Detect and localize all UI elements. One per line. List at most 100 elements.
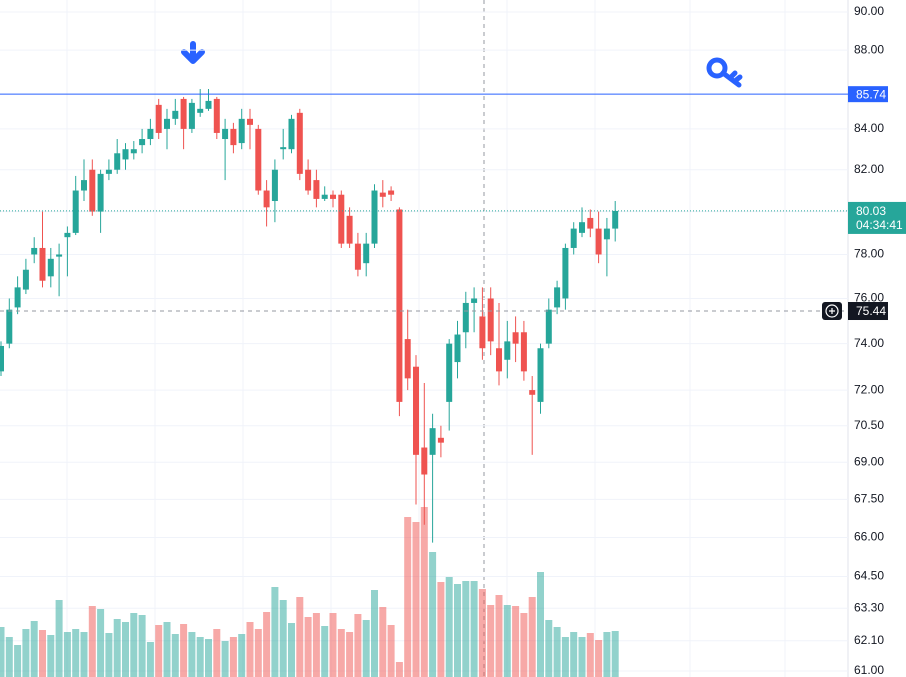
volume-bar <box>246 622 254 677</box>
candle-body <box>155 104 162 133</box>
candle-body <box>22 269 29 290</box>
candle-body <box>56 254 63 257</box>
volume-bar <box>586 633 594 677</box>
volume-bar <box>279 600 287 677</box>
candle-body <box>379 192 386 197</box>
crosshair-label: 75.44 <box>856 304 886 318</box>
volume-bar <box>0 627 5 677</box>
volume-bar <box>512 606 520 677</box>
volume-bar <box>238 634 246 677</box>
volume-bar <box>528 597 536 677</box>
crosshair-plus-icon <box>825 304 839 318</box>
volume-bar <box>603 632 611 677</box>
y-tick-label: 64.50 <box>854 569 884 583</box>
candle-body <box>164 118 170 129</box>
volume-bar <box>362 620 370 677</box>
volume-bar <box>113 619 121 677</box>
volume-bar <box>288 623 295 677</box>
candle-body <box>471 298 478 303</box>
candle-body <box>512 332 519 344</box>
y-tick-label: 74.00 <box>854 336 884 350</box>
crosshair-plus-sign <box>829 308 835 315</box>
volume-bar <box>312 613 320 677</box>
volume-bar <box>263 612 271 677</box>
candle-body <box>213 98 220 133</box>
volume-bar <box>271 587 279 677</box>
volume-bar <box>171 634 179 677</box>
volume-bar <box>88 606 96 677</box>
volume-bar <box>163 622 171 677</box>
volume-bar <box>188 632 196 677</box>
volume-bar <box>122 622 129 677</box>
candle-body <box>529 390 536 395</box>
candle-body <box>330 194 336 199</box>
volume-bar <box>329 613 337 677</box>
volume-bar <box>445 577 453 677</box>
volume-bar <box>595 640 603 677</box>
candle-body <box>413 366 419 455</box>
candle-body <box>313 180 320 199</box>
candle-body <box>437 437 444 443</box>
candle-body <box>222 128 229 140</box>
candle-body <box>396 209 403 402</box>
candle-body <box>363 243 370 264</box>
candle-body <box>89 169 96 212</box>
horizontal-line-label: 85.74 <box>856 87 886 101</box>
candle-body <box>247 118 253 125</box>
y-tick-label: 62.10 <box>854 633 884 647</box>
candle-body <box>520 332 527 372</box>
candle-body <box>321 194 328 199</box>
y-tick-label: 90.00 <box>854 4 884 18</box>
candle-body <box>14 287 21 308</box>
last-price-label: 80.03 <box>856 204 886 218</box>
countdown-label: 04:34:41 <box>856 218 903 232</box>
volume-bar <box>80 632 88 677</box>
candle-body <box>238 118 245 144</box>
candle-body <box>462 302 469 333</box>
volume-bar <box>14 645 22 677</box>
candle-body <box>180 98 187 129</box>
candle-body <box>72 190 79 233</box>
volume-bar <box>537 572 544 677</box>
candle-body <box>0 345 4 372</box>
candle-body <box>288 118 295 150</box>
candle-body <box>404 339 411 379</box>
volume-bar <box>213 629 221 677</box>
y-tick-label: 61.00 <box>854 663 884 677</box>
volume-bar <box>196 637 204 677</box>
candle-body <box>554 287 561 308</box>
candle-body <box>97 173 104 212</box>
candle-body <box>545 309 552 344</box>
volume-bar <box>395 662 403 677</box>
candle-body <box>595 228 602 255</box>
candle-body <box>454 334 461 363</box>
candle-body <box>305 169 312 191</box>
volume-bar <box>205 639 212 677</box>
volume-bar <box>387 625 395 677</box>
candle-body <box>421 447 428 475</box>
candle-body <box>81 180 87 191</box>
candle-body <box>338 194 345 244</box>
y-tick-label: 82.00 <box>854 162 884 176</box>
volume-bar <box>321 626 329 677</box>
volume-bar <box>155 625 163 677</box>
candle-body <box>39 247 46 281</box>
candle-body <box>371 190 378 244</box>
volume-bar <box>495 595 503 677</box>
volume-bar <box>47 635 55 677</box>
y-tick-label: 70.50 <box>854 418 884 432</box>
volume-bar <box>138 615 146 677</box>
volume-bar <box>520 613 528 677</box>
volume-bar <box>578 637 586 677</box>
volume-bar <box>570 632 578 677</box>
candle-body <box>446 343 453 402</box>
candle-body <box>429 428 436 455</box>
candle-body <box>612 210 619 229</box>
candle-body <box>188 102 195 129</box>
candle-body <box>479 316 486 349</box>
volume-bar <box>611 631 619 677</box>
volume-bar <box>404 517 412 677</box>
volume-bar <box>30 621 38 677</box>
volume-bar <box>553 627 561 677</box>
